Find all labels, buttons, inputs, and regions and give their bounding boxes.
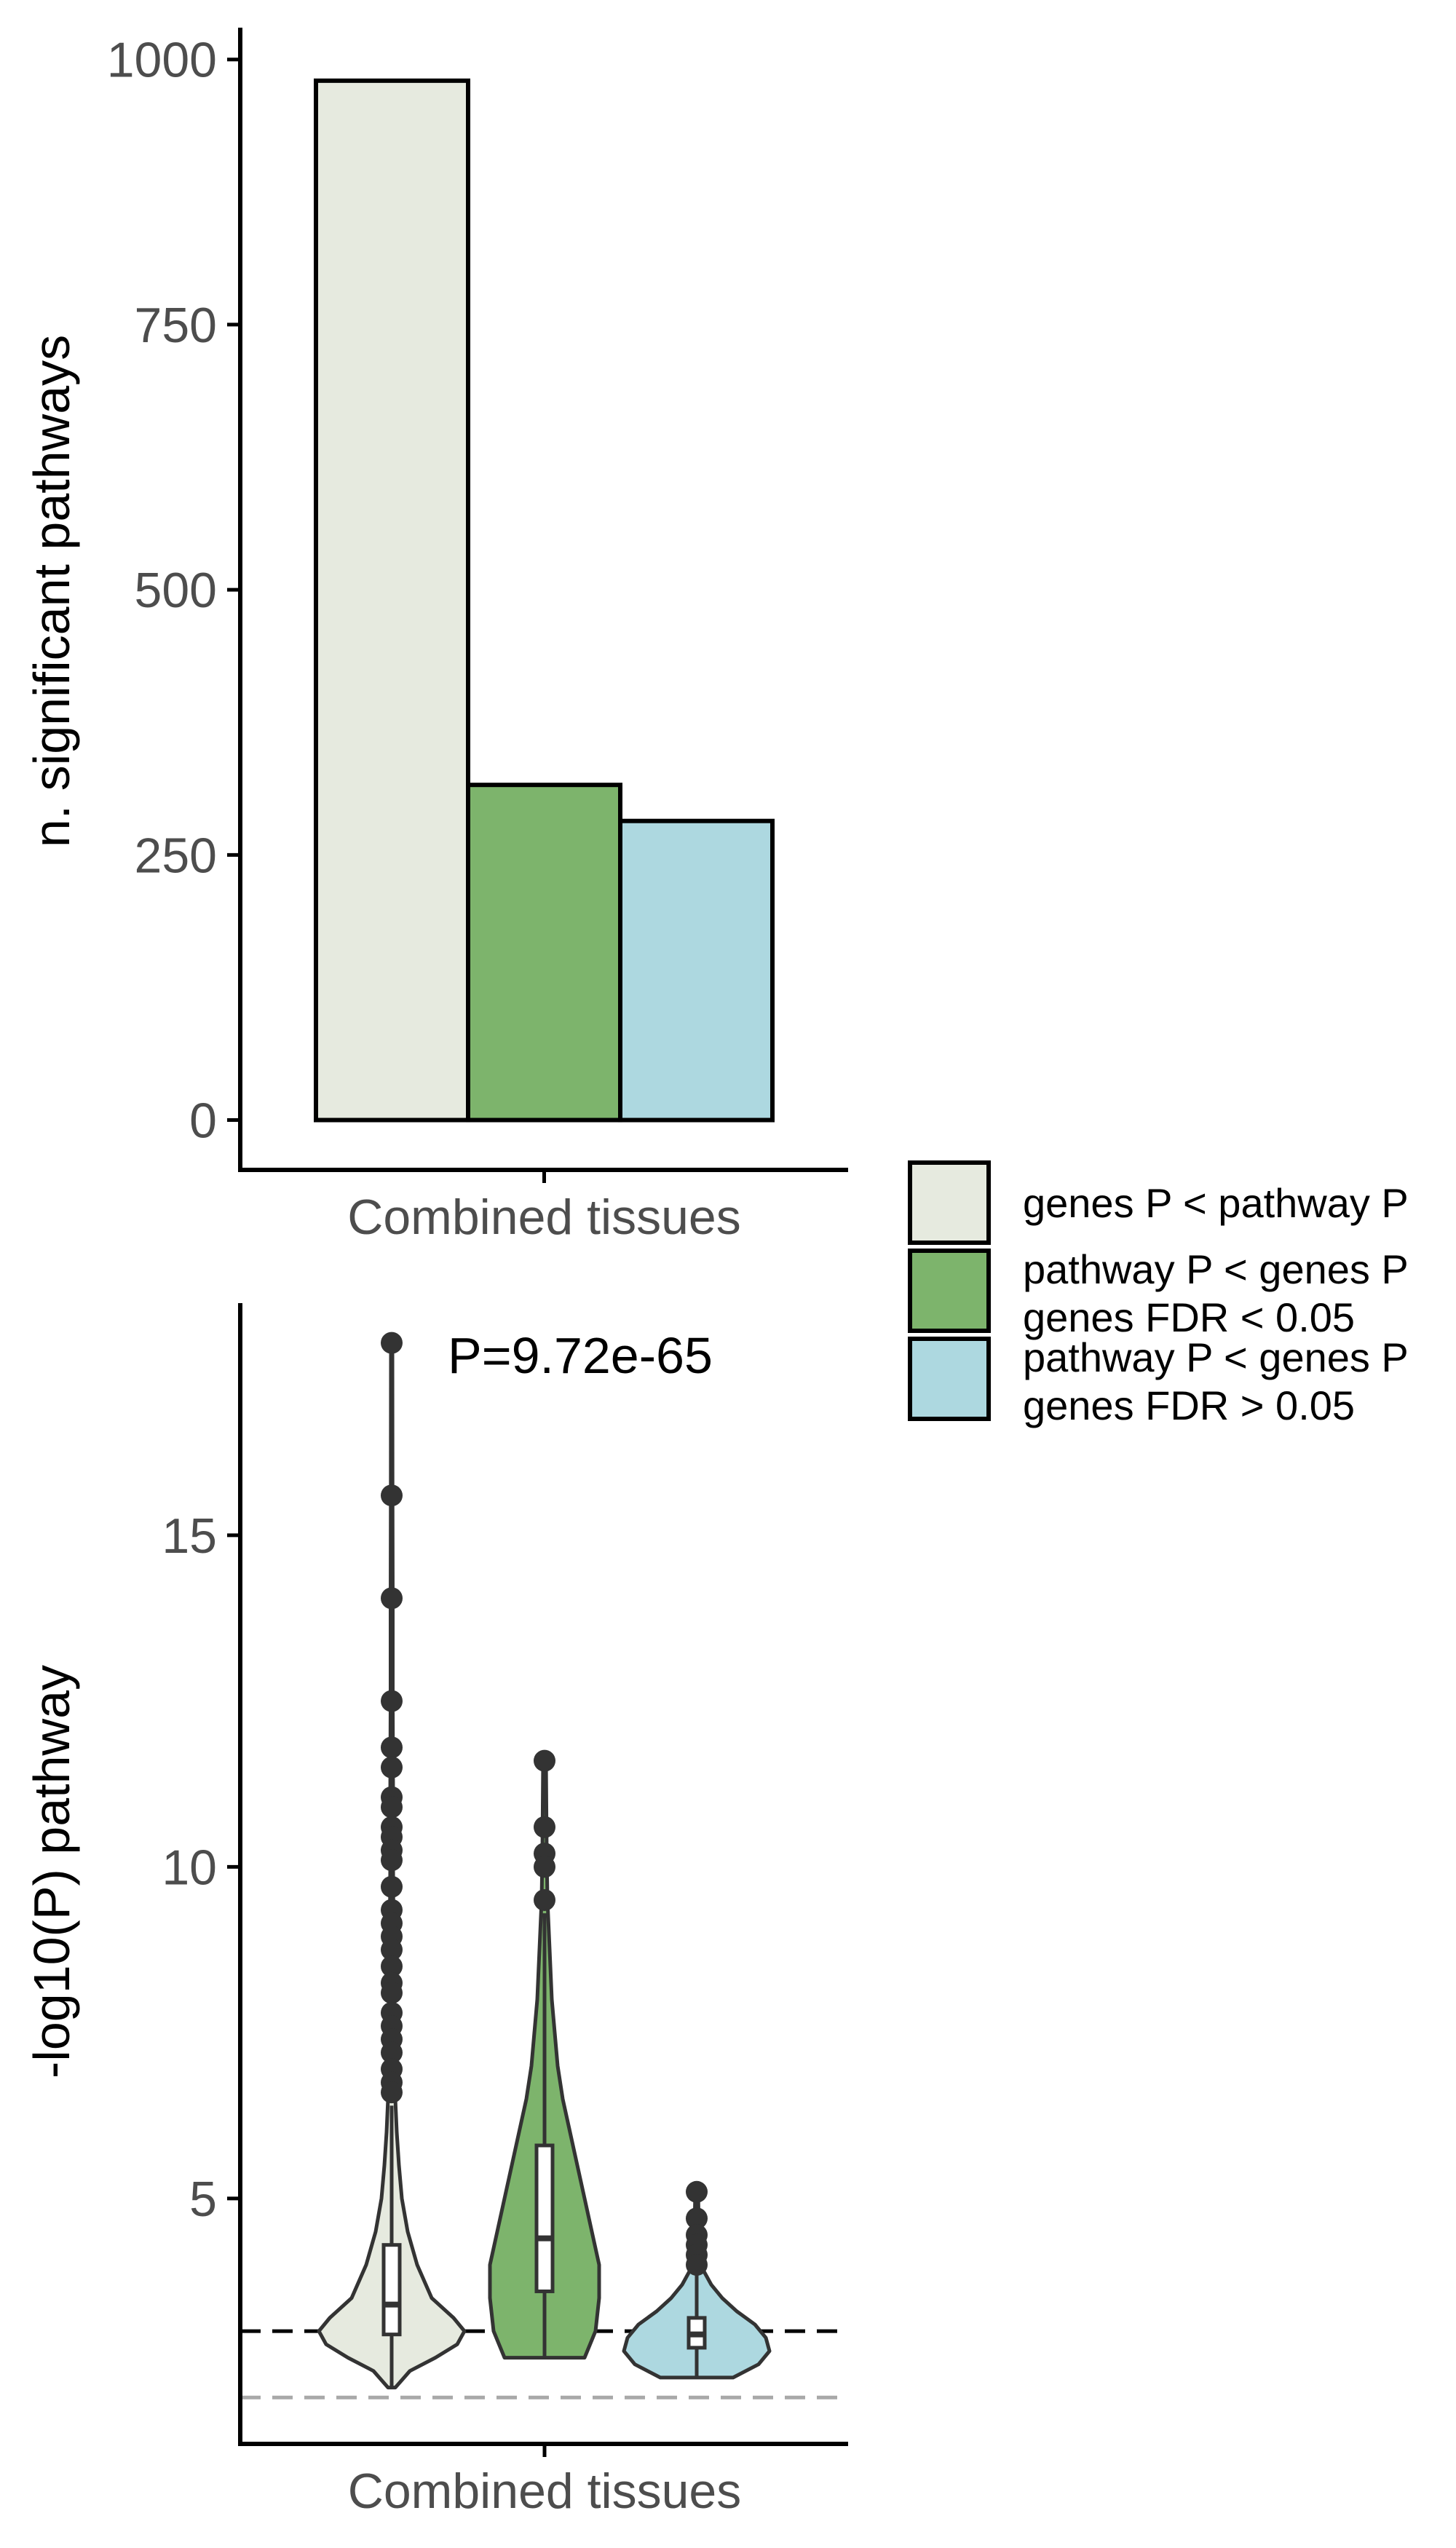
box-iqr <box>381 2243 402 2337</box>
violin-pathway_lt_genes_nonsig <box>622 2180 772 2380</box>
violin-shapes <box>317 1332 772 2390</box>
outlier-point <box>381 1849 403 1872</box>
bar-chart-bars <box>314 78 775 1123</box>
bar-y-axis-label: n. significant pathways <box>23 335 80 847</box>
bar-chart-panel: 0 250 500 750 1000 Combined tissues n. signi… <box>23 28 848 1245</box>
outlier-point <box>381 2081 403 2104</box>
bar-x-tick-label: Combined tissues <box>347 1190 740 1245</box>
outlier-point <box>381 1756 403 1779</box>
violin-y-tick-label: 15 <box>162 1508 217 1564</box>
legend-label: genes FDR > 0.05 <box>1023 1382 1355 1428</box>
bar-y-tick-label: 750 <box>135 298 217 353</box>
violin-chart-panel: 5 10 15 Combined tissues -log10(P) pathway… <box>23 1303 848 2519</box>
bar-genes_lt_pathway <box>314 78 470 1123</box>
bar-y-tick-label: 0 <box>189 1093 217 1149</box>
outlier-point <box>534 1749 555 1772</box>
bar-y-tick-label: 250 <box>135 828 217 883</box>
bar-x-ticks: Combined tissues <box>347 1170 741 1245</box>
violin-x-tick-label: Combined tissues <box>348 2464 741 2519</box>
outlier-point <box>381 1875 403 1898</box>
p-value-annotation: P=9.72e-65 <box>448 1327 713 1384</box>
legend-label: pathway P < genes P <box>1023 1246 1409 1292</box>
outlier-point <box>534 1856 555 1878</box>
outlier-point <box>381 1332 403 1354</box>
bar-y-tick-label: 1000 <box>107 33 217 88</box>
legend-key-swatch <box>908 1337 991 1421</box>
violin-y-axis-label: -log10(P) pathway <box>23 1665 80 2078</box>
outlier-point <box>381 1955 403 1978</box>
outlier-point <box>686 2207 708 2230</box>
outlier-point <box>381 1484 403 1507</box>
box-iqr <box>534 2143 555 2293</box>
outlier-point <box>381 1796 403 1819</box>
bar-y-tick-label: 500 <box>135 563 217 618</box>
outlier-point <box>381 1982 403 2004</box>
outlier-point <box>534 1888 555 1911</box>
legend-label: genes FDR < 0.05 <box>1023 1294 1355 1340</box>
bar-y-ticks: 0 250 500 750 1000 <box>107 33 240 1149</box>
violin-y-tick-label: 5 <box>189 2172 217 2227</box>
violin-genes_lt_pathway <box>317 1332 467 2390</box>
violin-x-ticks: Combined tissues <box>348 2444 741 2519</box>
legend-item-genes_lt_pathway: genes P < pathway P <box>908 1160 1409 1245</box>
outlier-point <box>381 1587 403 1610</box>
outlier-point <box>381 1736 403 1759</box>
outlier-point <box>686 2254 708 2276</box>
legend-label: pathway P < genes P <box>1023 1334 1409 1380</box>
outlier-point <box>381 1939 403 1961</box>
legend-key-swatch <box>908 1160 991 1245</box>
outlier-point <box>381 2041 403 2064</box>
violin-y-ticks: 5 10 15 <box>162 1508 240 2227</box>
outlier-point <box>381 1690 403 1712</box>
legend-label: genes P < pathway P <box>1023 1180 1409 1226</box>
bar-pathway_lt_genes_sig <box>466 783 622 1123</box>
legend-key-swatch <box>908 1249 991 1333</box>
outlier-point <box>686 2180 708 2203</box>
outlier-point <box>534 1816 555 1838</box>
violin-pathway_lt_genes_sig <box>488 1749 601 2360</box>
bar-pathway_lt_genes_nonsig <box>618 818 775 1123</box>
violin-y-tick-label: 10 <box>162 1840 217 1895</box>
